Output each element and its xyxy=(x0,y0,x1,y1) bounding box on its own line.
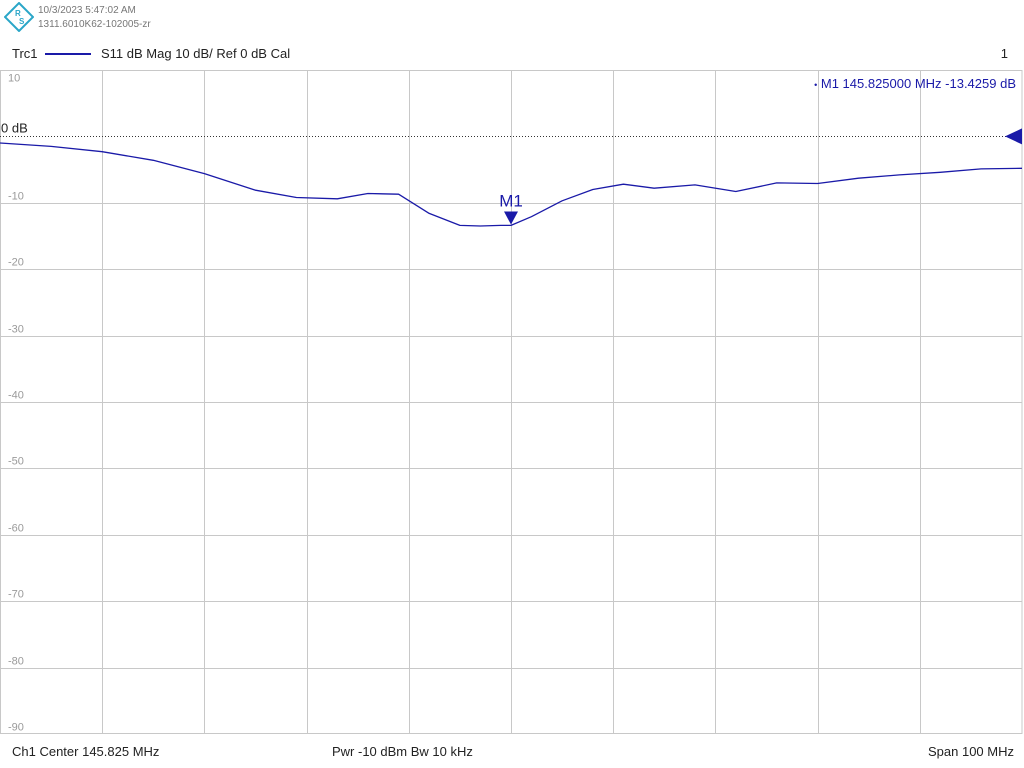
rohde-schwarz-logo: R S xyxy=(4,2,34,32)
y-tick-label: -80 xyxy=(8,656,24,668)
trace-line xyxy=(0,142,1023,227)
y-tick-label: 10 xyxy=(8,73,20,85)
marker-readout-name: M1 xyxy=(817,76,839,91)
center-frequency[interactable]: Ch1 Center 145.825 MHz xyxy=(12,744,160,759)
trace-measurement[interactable]: S11 dB Mag 10 dB/ Ref 0 dB Cal xyxy=(101,46,291,61)
y-tick-label: -20 xyxy=(8,257,24,269)
y-tick-label: -50 xyxy=(8,456,24,468)
marker-m1-triangle xyxy=(504,211,518,225)
channel-info-bar[interactable]: Ch1 Center 145.825 MHz Pwr -10 dBm Bw 10… xyxy=(0,742,1024,762)
instrument-id: 1311.6010K62-102005-zr xyxy=(38,19,151,30)
marker-readout: • M1 145.825000 MHz -13.4259 dB xyxy=(814,76,1016,91)
power-bandwidth[interactable]: Pwr -10 dBm Bw 10 kHz xyxy=(332,744,473,759)
timestamp: 10/3/2023 5:47:02 AM xyxy=(38,5,136,16)
y-tick-label: -40 xyxy=(8,390,24,402)
y-tick-label: -10 xyxy=(8,191,24,203)
trace-name[interactable]: Trc1 xyxy=(12,46,38,61)
svg-text:S: S xyxy=(19,17,25,26)
frequency-span[interactable]: Span 100 MHz xyxy=(928,744,1014,759)
reference-level-label: 0 dB xyxy=(1,121,28,136)
marker-m1-label: M1 xyxy=(499,192,523,211)
marker-readout-bullet: • xyxy=(814,80,817,90)
reference-level-arrow xyxy=(1005,128,1022,145)
marker-readout-frequency: 145.825000 MHz xyxy=(839,76,942,91)
header: R S 10/3/2023 5:47:02 AM 1311.6010K62-10… xyxy=(0,0,1024,36)
y-tick-label: -70 xyxy=(8,589,24,601)
y-tick-label: -90 xyxy=(8,722,24,734)
trace-color-swatch xyxy=(45,53,91,55)
marker-readout-value: -13.4259 dB xyxy=(942,76,1016,91)
channel-number: 1 xyxy=(1000,46,1008,61)
svg-text:R: R xyxy=(15,9,21,18)
trace-info-bar[interactable]: Trc1 S11 dB Mag 10 dB/ Ref 0 dB Cal 1 xyxy=(0,44,1024,64)
y-tick-label: -60 xyxy=(8,523,24,535)
y-tick-label: -30 xyxy=(8,324,24,336)
